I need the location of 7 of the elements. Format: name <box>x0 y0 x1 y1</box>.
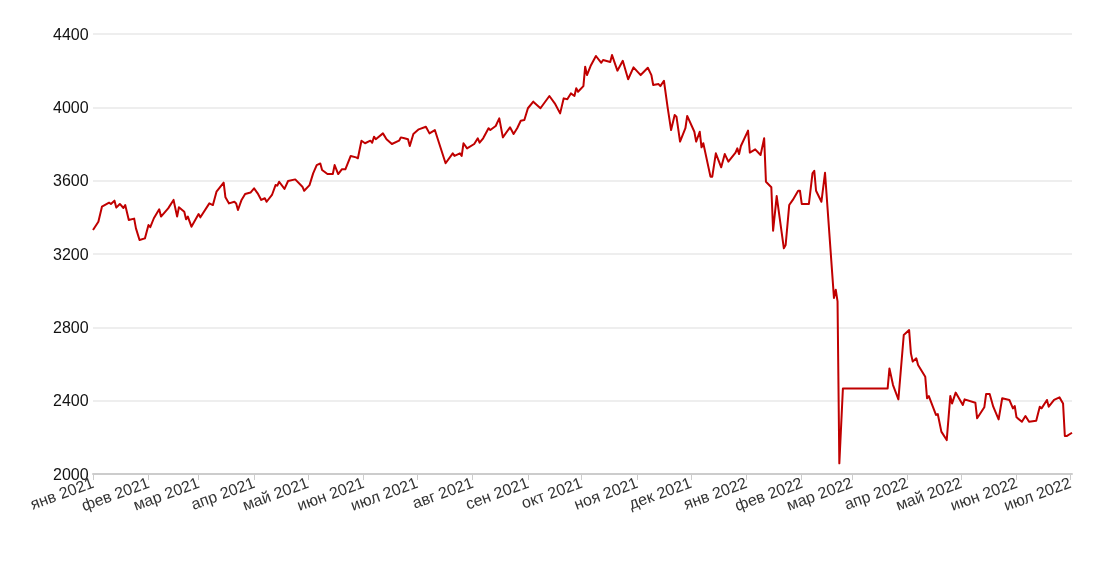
y-tick-label: 4400 <box>53 25 89 43</box>
line-series <box>92 54 1073 465</box>
y-tick-label: 3600 <box>53 172 89 190</box>
y-tick-label: 2800 <box>53 318 89 336</box>
y-tick-label: 2400 <box>53 392 89 410</box>
y-tick-label: 3200 <box>53 245 89 263</box>
y-tick-label: 4000 <box>53 98 89 116</box>
